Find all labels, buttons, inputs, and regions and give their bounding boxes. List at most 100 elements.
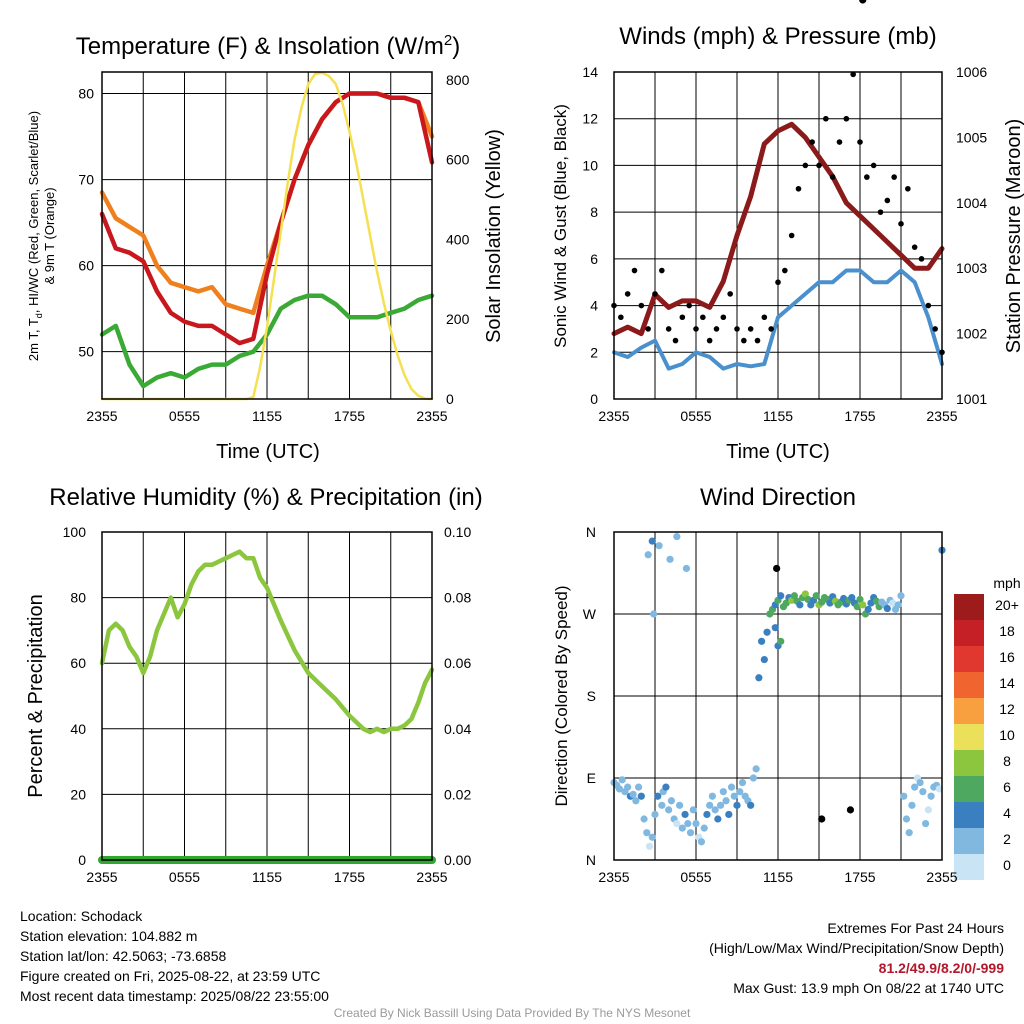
temperature-panel: Temperature (F) & Insolation (W/m2) Time… xyxy=(26,32,505,463)
y2-tick-label: 1006 xyxy=(956,64,987,80)
gust-point xyxy=(802,162,809,169)
direction-point xyxy=(708,792,717,800)
colorbar-swatch xyxy=(954,828,984,854)
direction-point xyxy=(629,790,637,799)
direction-point xyxy=(645,842,654,850)
colorbar-label: 4 xyxy=(1003,805,1011,821)
gust-point xyxy=(679,314,686,321)
direction-point xyxy=(773,564,781,573)
gust-point xyxy=(891,174,897,180)
direction-point xyxy=(749,774,758,782)
direction-point xyxy=(648,537,656,545)
direction-point xyxy=(681,810,689,819)
extremes-legend: (High/Low/Max Wind/Precipitation/Snow De… xyxy=(709,940,1004,956)
direction-point xyxy=(905,829,913,837)
direction-point xyxy=(730,792,738,800)
colorbar-label: 10 xyxy=(999,727,1015,743)
direction-point xyxy=(706,801,714,809)
y2-tick-label: 1002 xyxy=(956,326,987,342)
x-tick-label: 2355 xyxy=(926,869,957,885)
temperature-title: Temperature (F) & Insolation (W/m2) xyxy=(76,32,460,60)
direction-point xyxy=(686,829,695,837)
humidity-line xyxy=(99,549,435,735)
y2-tick-label: 0.02 xyxy=(444,786,471,802)
direction-frame xyxy=(613,531,943,861)
colorbar-label: 6 xyxy=(1003,779,1011,795)
direction-point xyxy=(864,605,872,614)
y2-tick-label: 600 xyxy=(446,152,470,168)
direction-point xyxy=(738,778,747,787)
gust-point xyxy=(727,291,733,297)
gust-point xyxy=(741,337,747,344)
direction-point xyxy=(924,806,932,814)
x-tick-label: 1155 xyxy=(763,408,793,424)
gust-point xyxy=(659,267,665,274)
direction-point xyxy=(736,788,744,796)
y2-tick-label: 0 xyxy=(446,391,454,407)
y-tick-label: 50 xyxy=(78,344,94,360)
x-tick-label: 2355 xyxy=(926,408,957,424)
direction-point xyxy=(771,624,779,632)
gust-point xyxy=(884,197,891,204)
gust-point xyxy=(631,267,638,274)
direction-point xyxy=(911,783,919,791)
colorbar-swatch xyxy=(954,854,984,880)
max-gust: Max Gust: 13.9 mph On 08/22 at 1740 UTC xyxy=(733,980,1004,996)
temperature-series xyxy=(99,71,435,401)
x-tick-label: 1155 xyxy=(252,869,282,885)
colorbar-swatch xyxy=(954,620,984,646)
y-tick-label: 60 xyxy=(78,258,94,274)
x-tick-label: 2355 xyxy=(416,408,447,424)
gust-point xyxy=(932,326,938,332)
x-tick-label: 0555 xyxy=(169,869,200,885)
direction-point xyxy=(859,0,867,4)
direction-point xyxy=(703,810,711,819)
gust-point xyxy=(700,314,706,321)
x-tick-label: 2355 xyxy=(598,408,629,424)
direction-point xyxy=(700,824,708,832)
direction-point xyxy=(922,819,930,828)
extremes-heading: Extremes For Past 24 Hours xyxy=(827,920,1004,936)
y-tick-label: S xyxy=(587,688,596,704)
direction-point xyxy=(900,792,908,800)
gust-point xyxy=(720,314,727,321)
direction-point xyxy=(894,601,902,609)
x-tick-label: 0555 xyxy=(680,408,711,424)
y-tick-label: 80 xyxy=(70,590,86,606)
direction-point xyxy=(801,590,809,598)
direction-point xyxy=(840,594,848,603)
y2-tick-label: 400 xyxy=(446,231,470,247)
direction-point xyxy=(644,551,652,559)
y-tick-label: 4 xyxy=(590,298,598,314)
direction-point xyxy=(632,797,640,805)
direction-point xyxy=(676,801,684,809)
direction-point xyxy=(678,824,686,832)
gust-point xyxy=(809,139,815,145)
pressure-ylabel: Station Pressure (Maroon) xyxy=(1003,119,1024,354)
x-tick-label: 2355 xyxy=(86,408,117,424)
direction-point xyxy=(615,785,624,793)
y2-tick-label: 0.00 xyxy=(444,852,471,868)
y-tick-label: W xyxy=(583,606,597,622)
station-elevation: Station elevation: 104.882 m xyxy=(20,928,198,944)
humidity-title: Relative Humidity (%) & Precipitation (i… xyxy=(49,484,482,511)
temperature-frame xyxy=(101,71,433,400)
direction-point xyxy=(790,592,799,600)
direction-point xyxy=(637,792,645,800)
direction-point xyxy=(725,810,733,819)
red-2m-temp-line xyxy=(99,91,435,346)
y2-tick-label: 1001 xyxy=(956,391,987,407)
colorbar-swatch xyxy=(954,646,984,672)
y-tick-label: 80 xyxy=(78,86,94,102)
temperature-grid xyxy=(102,72,432,399)
direction-point xyxy=(697,838,706,846)
gust-point xyxy=(918,256,925,262)
colorbar-title: mph xyxy=(993,575,1020,591)
winds-title: Winds (mph) & Pressure (mb) xyxy=(619,23,936,50)
gust-point xyxy=(706,337,713,344)
gust-point xyxy=(734,326,740,332)
x-tick-label: 1755 xyxy=(334,869,365,885)
direction-point xyxy=(859,601,867,609)
gust-point xyxy=(693,326,699,332)
